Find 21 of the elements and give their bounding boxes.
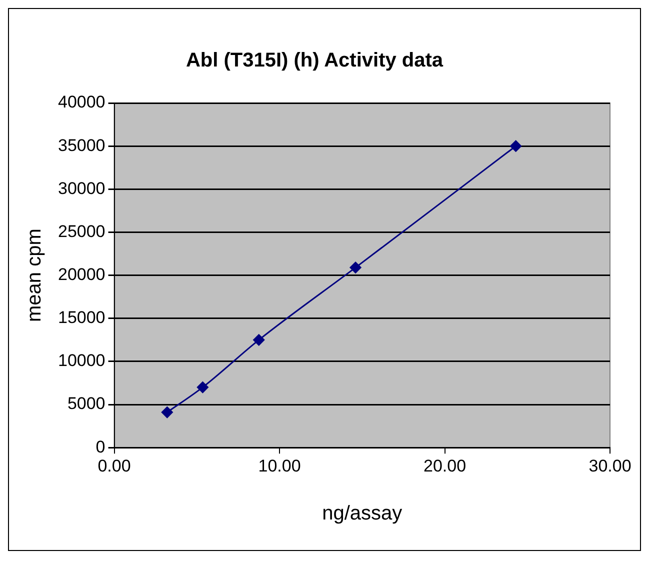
point [510,140,522,152]
y-tick-label: 30000 [58,178,106,198]
point [161,406,173,418]
x-tick-label: 30.00 [588,456,632,476]
point [253,334,265,346]
y-tick-label: 35000 [58,136,106,155]
point [196,382,208,394]
y-tick-label: 0 [96,437,106,456]
x-axis-title: ng/assay [322,502,402,525]
y-tick-label: 40000 [58,92,106,112]
y-tick-label: 10000 [58,351,106,370]
x-tick-label: 10.00 [258,456,301,476]
point [350,262,362,274]
y-tick-label: 25000 [58,222,106,241]
y-tick-label: 15000 [58,308,106,328]
y-axis-title: mean cpm [24,228,46,322]
y-tick-label: 20000 [58,264,106,284]
x-tick-label: 0.00 [98,456,131,476]
y-tick-label: 5000 [67,394,106,414]
chart-title: Abl (T315I) (h) Activity data [186,50,444,72]
x-tick-label: 20.00 [423,456,466,476]
